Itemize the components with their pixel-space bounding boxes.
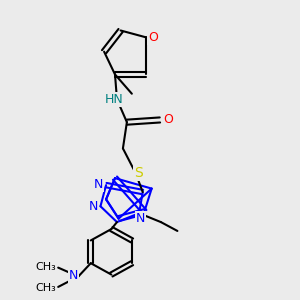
Text: CH₃: CH₃ <box>36 283 56 293</box>
Text: N: N <box>94 178 104 190</box>
Text: N: N <box>88 200 98 213</box>
Text: HN: HN <box>104 93 123 106</box>
Text: CH₃: CH₃ <box>36 262 56 272</box>
Text: N: N <box>69 269 78 282</box>
Text: S: S <box>134 166 143 180</box>
Text: O: O <box>163 113 173 127</box>
Text: N: N <box>136 212 146 225</box>
Text: O: O <box>148 31 158 44</box>
